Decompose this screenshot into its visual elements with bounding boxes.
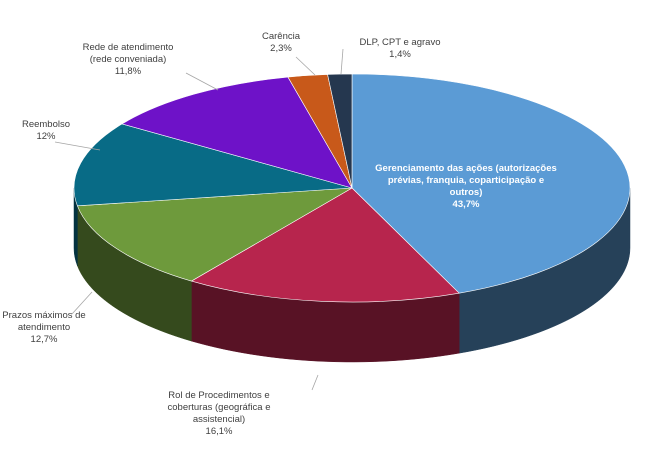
slice-value-label: 1,4% <box>389 49 411 60</box>
slice-label-line: atendimento <box>18 322 70 333</box>
slice-label-2: Prazos máximos de atendimento 12,7% <box>2 310 85 345</box>
slice-labels: Gerenciamento das ações (autorizações pré… <box>2 31 557 437</box>
slice-value-label: 2,3% <box>270 43 292 54</box>
pie-slice-3 <box>73 123 353 207</box>
slice-label-5: Carência 2,3% <box>262 31 301 54</box>
leader-line-6 <box>340 48 344 75</box>
pie-slice-2 <box>76 187 353 282</box>
pie-slice-4 <box>121 76 353 189</box>
slice-label-line: DLP, CPT e agravo <box>360 37 441 48</box>
slice-label-line: Carência <box>262 31 301 42</box>
slice-label-line: Prazos máximos de <box>2 310 85 321</box>
slice-value-label: 12% <box>36 131 56 142</box>
slice-label-line: assistencial) <box>193 414 245 425</box>
slice-label-1: Rol de Procedimentos e coberturas (geográ… <box>168 390 271 437</box>
slice-value-label: 16,1% <box>206 426 233 437</box>
pie-top-faces <box>73 73 631 303</box>
leader-line-2 <box>71 291 93 315</box>
slice-label-line: outros) <box>450 187 483 198</box>
leader-line-1 <box>311 374 319 391</box>
slice-label-line: Rede de atendimento <box>83 42 174 53</box>
slice-value-label: 43,7% <box>453 199 480 210</box>
slice-label-line: (rede conveniada) <box>90 54 167 65</box>
slice-label-6: DLP, CPT e agravo 1,4% <box>360 37 441 60</box>
leader-line-4 <box>185 72 219 91</box>
slice-value-label: 12,7% <box>31 334 58 345</box>
pie-slice-0 <box>351 73 631 294</box>
slice-value-label: 11,8% <box>115 66 142 77</box>
pie-slice-6 <box>327 73 353 189</box>
pie-slice-1 <box>190 187 460 303</box>
slice-label-4: Rede de atendimento (rede conveniada) 11,8… <box>83 42 174 77</box>
leader-line-3 <box>54 141 101 151</box>
slice-label-line: Reembolso <box>22 119 70 130</box>
slice-label-line: coberturas (geográfica e <box>168 402 271 413</box>
label-leader-lines <box>54 48 344 391</box>
slice-label-3: Reembolso 12% <box>22 119 70 142</box>
slice-label-0: Gerenciamento das ações (autorizações pré… <box>375 163 557 210</box>
slice-label-line: Rol de Procedimentos e <box>168 390 269 401</box>
slice-label-line: prévias, franquia, coparticipação e <box>388 175 544 186</box>
slice-label-line: Gerenciamento das ações (autorizações <box>375 163 557 174</box>
leader-line-5 <box>295 56 316 76</box>
